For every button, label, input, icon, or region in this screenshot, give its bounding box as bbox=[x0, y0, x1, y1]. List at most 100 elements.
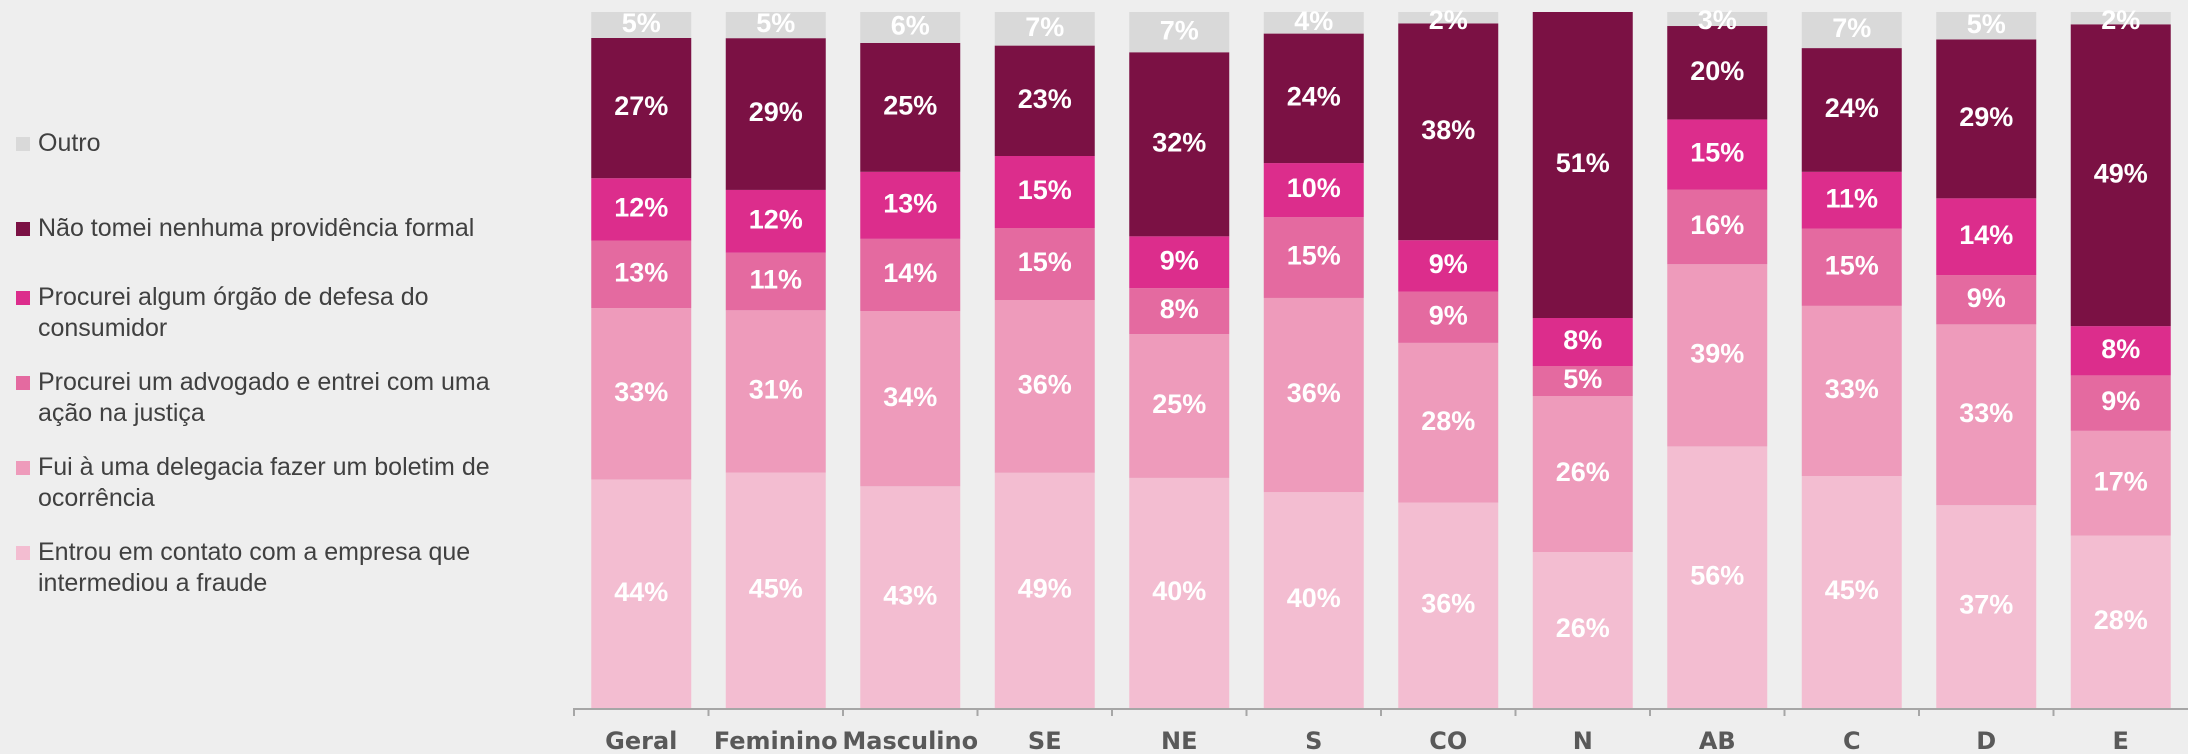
bar-segment bbox=[860, 311, 961, 487]
bar-segment bbox=[1398, 240, 1499, 292]
legend-swatch bbox=[16, 221, 30, 236]
bar-segment bbox=[860, 12, 961, 43]
value-label: 28% bbox=[2094, 605, 2148, 635]
value-label: 10% bbox=[1287, 173, 1341, 203]
bar-segment bbox=[994, 45, 1095, 156]
value-label: 8% bbox=[2101, 334, 2140, 364]
value-label: 5% bbox=[622, 8, 661, 38]
bar-segment bbox=[1667, 12, 1768, 27]
value-label: 4% bbox=[1294, 6, 1333, 36]
bar-segment bbox=[1801, 12, 1902, 49]
value-label: 40% bbox=[1287, 583, 1341, 613]
value-label: 51% bbox=[1556, 148, 1610, 178]
value-label: 49% bbox=[2094, 158, 2148, 188]
value-label: 12% bbox=[614, 192, 668, 222]
legend-label: Procurei um advogado e entrei com uma aç… bbox=[38, 368, 490, 427]
bar-segment bbox=[1936, 505, 2037, 708]
bar-segment bbox=[1263, 163, 1364, 218]
x-tick-label: S bbox=[1305, 727, 1322, 754]
value-label: 45% bbox=[749, 573, 803, 603]
legend-swatch bbox=[16, 546, 30, 560]
bar-segment bbox=[2070, 375, 2171, 431]
value-label: 15% bbox=[1690, 138, 1744, 168]
legend-item: Procurei um advogado e entrei com uma aç… bbox=[16, 367, 536, 429]
bar-segment bbox=[1129, 477, 1230, 708]
legend-item: Procurei algum órgão de defesa do consum… bbox=[16, 282, 536, 344]
value-label: 7% bbox=[1025, 12, 1064, 42]
bar-segment bbox=[2070, 430, 2171, 536]
value-label: 9% bbox=[1429, 249, 1468, 279]
x-tick-label: CO bbox=[1429, 727, 1467, 754]
bar-segment bbox=[1398, 342, 1499, 503]
x-tick-label: D bbox=[1976, 727, 1996, 754]
x-tick-label: C bbox=[1843, 727, 1861, 754]
legend-label: Outro bbox=[38, 128, 101, 157]
legend-swatch bbox=[16, 461, 30, 475]
value-label: 33% bbox=[1959, 398, 2013, 428]
value-label: 37% bbox=[1959, 590, 2013, 620]
legend-label: Entrou em contato com a empresa que inte… bbox=[38, 538, 471, 597]
legend-item: Não tomei nenhuma providência formal bbox=[16, 213, 536, 244]
legend-item: Entrou em contato com a empresa que inte… bbox=[16, 537, 536, 599]
bar-segment bbox=[994, 156, 1095, 228]
legend-label: Fui à uma delegacia fazer um boletim de … bbox=[38, 453, 490, 512]
value-label: 7% bbox=[1160, 15, 1199, 45]
value-label: 9% bbox=[1160, 245, 1199, 275]
bar-segment bbox=[1667, 446, 1768, 708]
value-label: 28% bbox=[1421, 406, 1475, 436]
bar-segment bbox=[1936, 39, 2037, 199]
bar-segment bbox=[994, 12, 1095, 46]
x-tick-label: Masculino bbox=[842, 727, 978, 754]
bar-segment bbox=[1936, 12, 2037, 40]
value-label: 36% bbox=[1018, 370, 1072, 400]
value-label: 26% bbox=[1556, 457, 1610, 487]
bar-segment bbox=[1532, 12, 1633, 318]
bar-segment bbox=[725, 252, 826, 311]
bar-segment bbox=[1936, 275, 2037, 325]
bar-segment bbox=[1667, 26, 1768, 120]
legend-swatch bbox=[16, 376, 30, 390]
bar-segment bbox=[1801, 228, 1902, 306]
bar-segment bbox=[591, 240, 692, 309]
bar-segment bbox=[1667, 119, 1768, 190]
bar-segment bbox=[2070, 24, 2171, 327]
x-tick-label: Feminino bbox=[714, 727, 838, 754]
value-label: 33% bbox=[1825, 374, 1879, 404]
value-label: 12% bbox=[749, 204, 803, 234]
value-label: 56% bbox=[1690, 560, 1744, 590]
value-label: 24% bbox=[1287, 81, 1341, 111]
value-label: 29% bbox=[1959, 102, 2013, 132]
value-label: 8% bbox=[1160, 294, 1199, 324]
value-label: 9% bbox=[2101, 386, 2140, 416]
bar-segment bbox=[2070, 326, 2171, 376]
value-label: 14% bbox=[883, 258, 937, 288]
value-label: 16% bbox=[1690, 210, 1744, 240]
value-label: 15% bbox=[1825, 250, 1879, 280]
value-label: 14% bbox=[1959, 220, 2013, 250]
bar-segment bbox=[725, 472, 826, 708]
value-label: 32% bbox=[1152, 127, 1206, 157]
bar-segment bbox=[1532, 552, 1633, 708]
x-tick-label: AB bbox=[1699, 727, 1736, 754]
bar-segment bbox=[994, 300, 1095, 473]
bar-segment bbox=[1129, 12, 1230, 53]
bar-segment bbox=[1667, 264, 1768, 447]
value-label: 15% bbox=[1287, 241, 1341, 271]
value-label: 17% bbox=[2094, 466, 2148, 496]
x-tick-label: SE bbox=[1028, 727, 1062, 754]
bar-segment bbox=[1398, 12, 1499, 24]
x-tick-label: N bbox=[1573, 727, 1593, 754]
bar-segment bbox=[1263, 217, 1364, 298]
bar-segment bbox=[1263, 12, 1364, 34]
legend-swatch bbox=[16, 136, 30, 151]
legend-label: Não tomei nenhuma providência formal bbox=[38, 213, 475, 242]
value-label: 49% bbox=[1018, 574, 1072, 604]
bar-segment bbox=[725, 12, 826, 39]
value-label: 9% bbox=[1429, 300, 1468, 330]
value-label: 13% bbox=[883, 188, 937, 218]
bar-segment bbox=[1129, 288, 1230, 335]
value-label: 31% bbox=[749, 375, 803, 405]
bar-segment bbox=[591, 308, 692, 480]
value-label: 11% bbox=[1825, 183, 1878, 213]
